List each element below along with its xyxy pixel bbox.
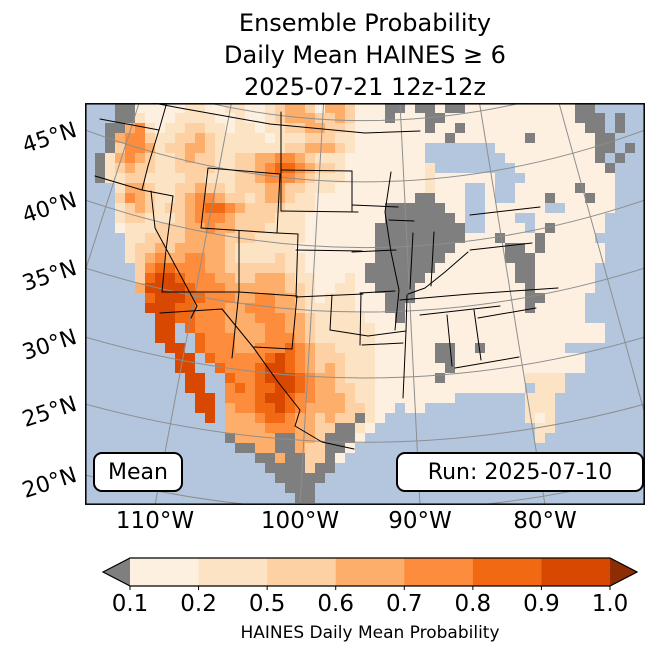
colorbar-svg [101, 557, 639, 590]
mean-badge-label: Mean [108, 459, 168, 485]
map-frame [85, 103, 645, 505]
colorbar-tick-label: 0.5 [248, 591, 286, 617]
colorbar-segment [404, 558, 474, 586]
title-line-3: 2025-07-21 12z-12z [243, 73, 487, 101]
lat-tick-label: 20°N [19, 462, 80, 504]
colorbar-tick-label: 0.6 [317, 591, 354, 617]
colorbar-segment [541, 558, 611, 586]
colorbar-caption: HAINES Daily Mean Probability [240, 623, 500, 643]
lon-tick-label: 110°W [115, 508, 195, 534]
title-line-2: Daily Mean HAINES ≥ 6 [224, 41, 506, 69]
lon-tick-label: 100°W [260, 508, 340, 534]
colorbar-segment [335, 558, 405, 586]
lon-tick-label: 90°W [388, 508, 452, 534]
lat-tick-label: 30°N [19, 324, 80, 366]
title-line-1: Ensemble Probability [238, 9, 492, 37]
lat-tick-label: 45°N [19, 117, 80, 159]
lat-tick-label: 25°N [19, 391, 80, 433]
graticule [85, 103, 645, 505]
lat-tick-label: 40°N [19, 187, 80, 229]
colorbar-tick-label: 0.1 [111, 591, 149, 617]
lon-tick-label: 80°W [513, 508, 577, 534]
colorbar-segment [198, 558, 268, 586]
colorbar-tick-label: 0.2 [180, 591, 217, 617]
colorbar-under-arrow [103, 558, 130, 586]
probability-raster [95, 103, 635, 503]
state-borders [94, 103, 559, 450]
map-canvas [85, 103, 645, 505]
colorbar-segment [130, 558, 200, 586]
run-date-label: Run: 2025-07-10 [427, 459, 613, 485]
colorbar-over-arrow [610, 558, 637, 586]
colorbar-tick-label: 0.7 [385, 591, 423, 617]
colorbar-tick-label: 0.8 [454, 591, 492, 617]
colorbar-tick-label: 1.0 [591, 591, 629, 617]
map-plot [85, 103, 645, 505]
colorbar-segment [267, 558, 337, 586]
run-date-badge: Run: 2025-07-10 [396, 452, 644, 492]
lat-tick-label: 35°N [19, 255, 80, 297]
mean-badge: Mean [93, 452, 183, 492]
colorbar-tick-label: 0.9 [523, 591, 560, 617]
colorbar-segment [472, 558, 542, 586]
